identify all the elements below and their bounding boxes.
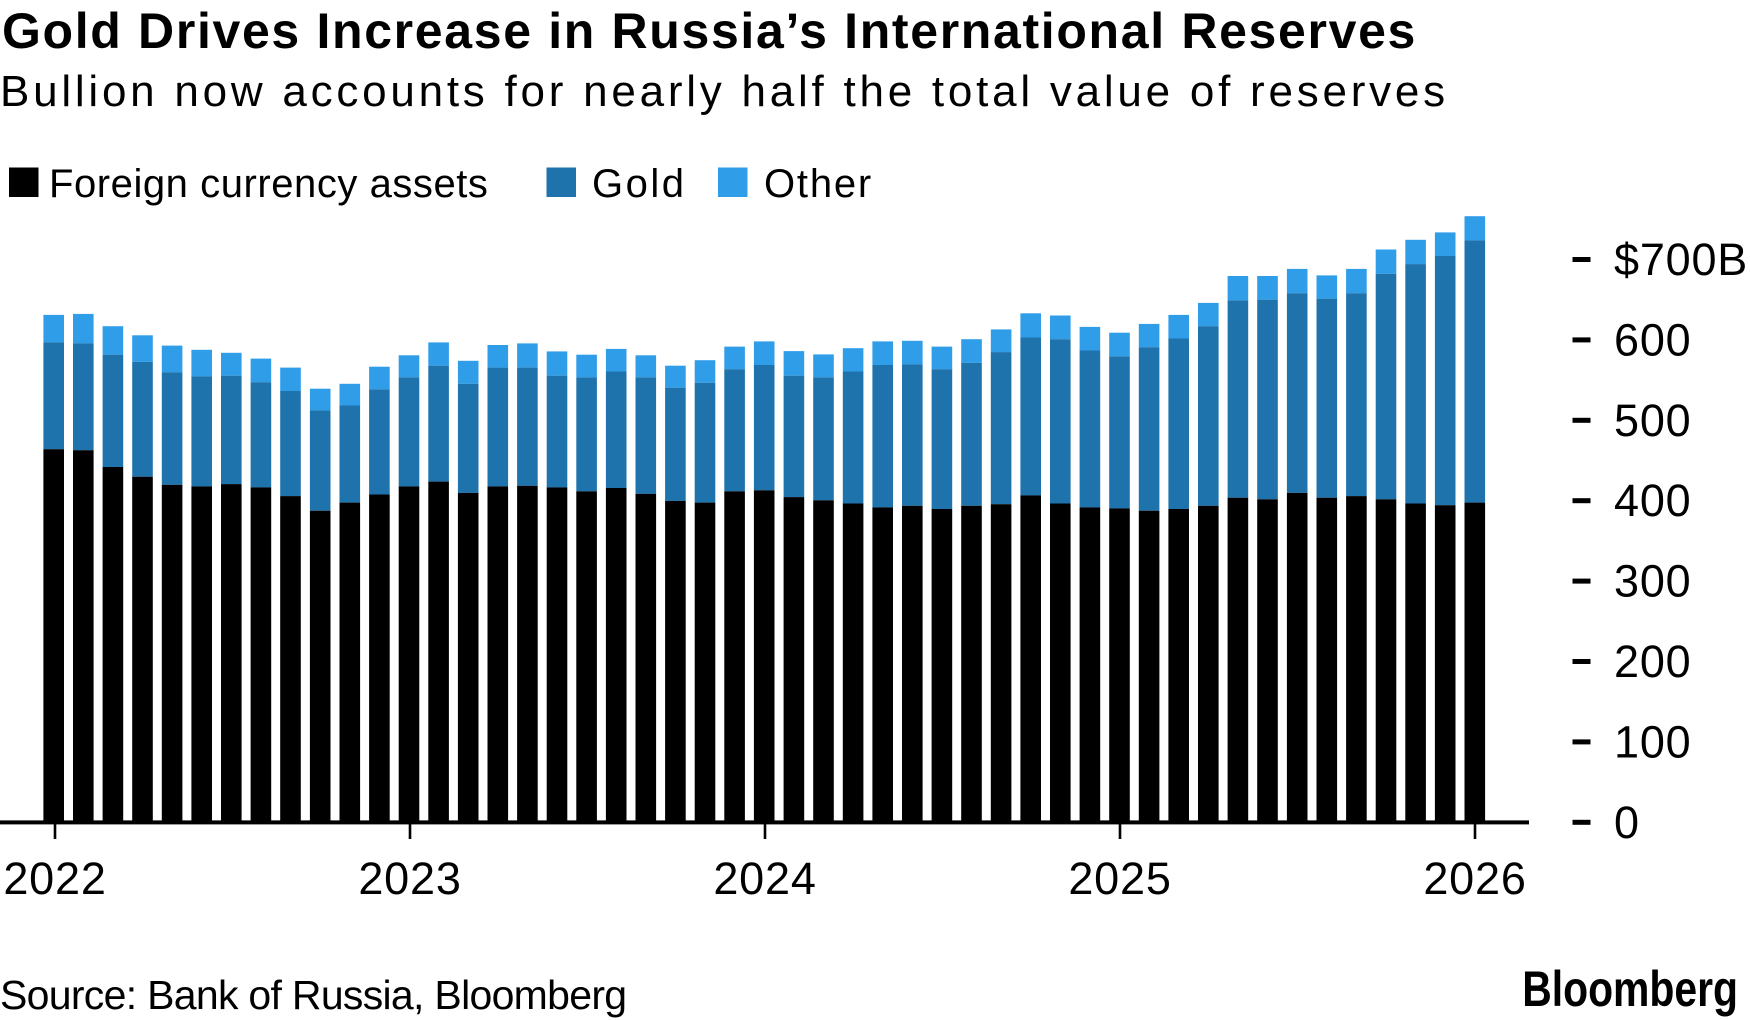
svg-text:300: 300 [1614, 556, 1691, 607]
svg-text:Gold: Gold [592, 162, 687, 206]
svg-text:Gold Drives Increase in Russia: Gold Drives Increase in Russia’s Interna… [2, 3, 1417, 59]
svg-text:600: 600 [1614, 314, 1691, 365]
svg-text:0: 0 [1614, 797, 1640, 848]
svg-text:400: 400 [1614, 475, 1691, 526]
svg-text:$700B: $700B [1614, 234, 1748, 285]
svg-text:Other: Other [764, 162, 873, 206]
svg-text:Bullion now accounts for nearl: Bullion now accounts for nearly half the… [0, 67, 1449, 116]
svg-text:100: 100 [1614, 716, 1691, 767]
svg-text:2026: 2026 [1423, 853, 1526, 904]
svg-text:Foreign currency assets: Foreign currency assets [49, 162, 489, 206]
svg-text:2024: 2024 [713, 853, 816, 904]
svg-text:2022: 2022 [3, 853, 106, 904]
svg-text:200: 200 [1614, 636, 1691, 687]
svg-text:Source: Bank of Russia, Bloomb: Source: Bank of Russia, Bloomberg [0, 972, 626, 1018]
svg-text:2023: 2023 [358, 853, 461, 904]
svg-text:500: 500 [1614, 395, 1691, 446]
svg-text:Bloomberg: Bloomberg [1522, 961, 1738, 1017]
svg-text:2025: 2025 [1068, 853, 1171, 904]
